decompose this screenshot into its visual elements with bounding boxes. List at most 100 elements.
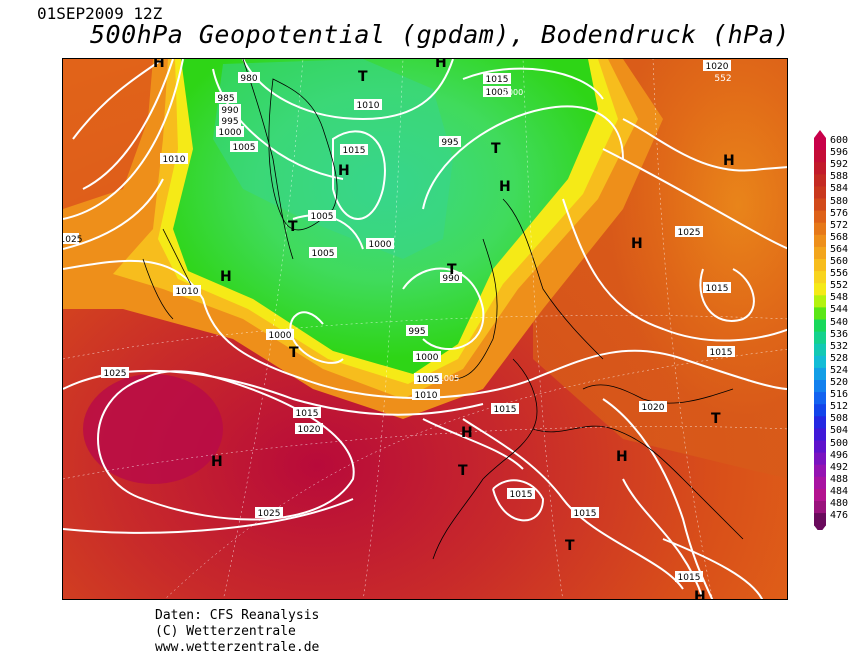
legend-level-label: 476 xyxy=(830,510,849,522)
pressure-label: 1015 xyxy=(507,488,535,500)
high-pressure-center: H xyxy=(461,425,473,441)
svg-text:985: 985 xyxy=(217,94,234,104)
legend-swatch xyxy=(814,198,826,212)
pressure-label: 995 xyxy=(219,115,241,127)
svg-text:995: 995 xyxy=(221,117,238,127)
legend-level-label: 484 xyxy=(830,485,849,497)
pressure-label: 1005 xyxy=(308,210,336,222)
low-pressure-center: T xyxy=(491,141,501,157)
pressure-label: 1000 xyxy=(366,238,394,250)
legend-level-label: 560 xyxy=(830,256,849,267)
copyright: (C) Wetterzentrale xyxy=(155,624,296,639)
pressure-label: 1005 xyxy=(414,373,442,385)
svg-text:990: 990 xyxy=(221,106,238,116)
legend-level-label: 480 xyxy=(830,498,849,509)
svg-text:1010: 1010 xyxy=(357,101,380,111)
svg-text:1015: 1015 xyxy=(296,409,319,419)
svg-text:1015: 1015 xyxy=(678,573,701,583)
chart-title: 500hPa Geopotential (gpdam), Bodendruck … xyxy=(90,20,790,49)
pressure-label: 995 xyxy=(406,325,428,337)
pressure-label-group: 980 985 990 995 1000 1005 1010 1015 1005… xyxy=(63,60,735,583)
legend-bottom-arrow xyxy=(814,525,826,530)
legend-swatch xyxy=(814,186,826,199)
legend-swatch xyxy=(814,501,826,514)
legend-level-label: 496 xyxy=(830,449,849,461)
low-pressure-center: T xyxy=(358,69,368,85)
legend-level-label: 524 xyxy=(830,364,849,376)
svg-text:1015: 1015 xyxy=(706,284,729,294)
pressure-label: 1015 xyxy=(491,403,519,415)
legend-swatch xyxy=(814,271,826,284)
legend-level-label: 500 xyxy=(830,437,849,449)
svg-text:1010: 1010 xyxy=(163,155,186,165)
pressure-label: 1000 xyxy=(216,126,244,138)
low-pressure-center: T xyxy=(711,411,721,427)
pressure-label: 995 xyxy=(439,136,461,148)
warm-core xyxy=(83,374,223,484)
pressure-label: 1000 xyxy=(266,329,294,341)
pressure-label: 1020 xyxy=(639,401,667,413)
legend-swatch xyxy=(814,367,826,381)
legend-swatch xyxy=(814,380,826,393)
svg-text:1000: 1000 xyxy=(416,353,439,363)
legend-swatch xyxy=(814,246,826,260)
legend-swatch xyxy=(814,307,826,320)
pressure-label: 1025 xyxy=(255,507,283,519)
legend-swatch xyxy=(814,174,826,187)
pressure-label: 1025 xyxy=(63,233,82,245)
legend-swatch xyxy=(814,150,826,163)
pressure-label: 1010 xyxy=(173,285,201,297)
high-pressure-center: H xyxy=(694,589,706,600)
data-source: Daten: CFS Reanalysis xyxy=(155,608,320,623)
svg-text:1005: 1005 xyxy=(486,88,509,98)
legend-level-label: 532 xyxy=(830,340,849,352)
pressure-label: 552 xyxy=(714,74,731,84)
pressure-label: 1005 xyxy=(230,141,258,153)
pressure-label: 1025 xyxy=(675,226,703,238)
svg-text:1000: 1000 xyxy=(503,88,523,97)
legend-level-label: 552 xyxy=(830,280,849,292)
svg-text:1015: 1015 xyxy=(343,146,366,156)
legend-level-label: 572 xyxy=(830,219,849,231)
pressure-label: 1010 xyxy=(354,99,382,111)
low-pressure-center: T xyxy=(458,463,468,479)
svg-text:1015: 1015 xyxy=(486,75,509,85)
svg-text:1000: 1000 xyxy=(369,240,392,250)
graticule xyxy=(63,59,787,599)
legend-swatch xyxy=(814,295,826,308)
legend-swatch xyxy=(814,513,826,526)
high-pressure-center: H xyxy=(499,179,511,195)
svg-text:1025: 1025 xyxy=(678,228,701,238)
svg-text:1005: 1005 xyxy=(233,143,256,153)
legend-colorbar xyxy=(814,130,826,530)
pressure-label: 1000 xyxy=(503,88,523,97)
legend-level-label: 548 xyxy=(830,292,849,304)
legend-swatch xyxy=(814,428,826,441)
pressure-label: 1010 xyxy=(412,389,440,401)
legend-level-label: 576 xyxy=(830,207,849,219)
legend-swatch xyxy=(814,138,826,151)
low-pressure-center: T xyxy=(288,219,298,235)
legend-level-label: 540 xyxy=(830,316,849,328)
svg-text:1015: 1015 xyxy=(574,509,597,519)
legend-level-label: 564 xyxy=(830,243,849,255)
svg-text:1005: 1005 xyxy=(439,374,459,383)
svg-text:1020: 1020 xyxy=(642,403,665,413)
pressure-label: 980 xyxy=(238,72,260,84)
svg-text:1000: 1000 xyxy=(219,128,242,138)
legend-swatch xyxy=(814,355,826,369)
pressure-label: 1015 xyxy=(293,407,321,419)
svg-text:1010: 1010 xyxy=(415,391,438,401)
legend-swatch xyxy=(814,331,826,345)
pressure-label: 1015 xyxy=(340,144,368,156)
pressure-label: 1020 xyxy=(295,423,323,435)
high-pressure-center: H xyxy=(435,59,447,71)
legend-swatch xyxy=(814,283,826,296)
high-pressure-center: H xyxy=(631,236,643,252)
coastlines xyxy=(142,59,744,560)
high-pressure-center: H xyxy=(220,269,232,285)
svg-text:995: 995 xyxy=(441,138,458,148)
svg-text:1015: 1015 xyxy=(494,405,517,415)
legend-swatch xyxy=(814,488,826,502)
legend-swatch xyxy=(814,222,826,236)
